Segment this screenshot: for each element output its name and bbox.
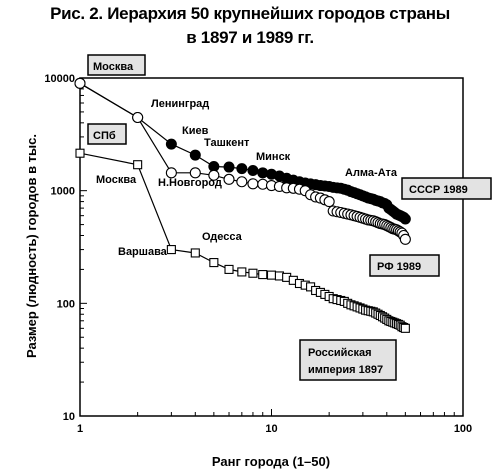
- svg-text:Москва: Москва: [93, 61, 134, 73]
- label-kiev: Киев: [182, 125, 209, 137]
- y-tick-label: 10: [63, 411, 75, 423]
- data-point-square: [209, 258, 219, 268]
- label-warsaw: Варшава: [118, 246, 168, 258]
- data-point-filled: [165, 138, 177, 150]
- title-line-1: Рис. 2. Иерархия 50 крупнейших городов с…: [50, 4, 450, 23]
- legend-ussr-1989: СССР 1989: [401, 177, 492, 200]
- data-point-open: [189, 167, 201, 179]
- series-lines: [79, 82, 406, 329]
- x-tick-label: 100: [454, 423, 472, 435]
- svg-text:империя 1897: империя 1897: [308, 364, 383, 376]
- data-point-filled: [236, 163, 248, 175]
- legend-russian-empire-1897: Российская империя 1897: [299, 339, 397, 381]
- data-point-open: [247, 178, 259, 190]
- annotation-moscow-1989: Москва: [87, 54, 146, 76]
- series-markers: [74, 77, 411, 333]
- data-point-square: [166, 245, 176, 255]
- data-point-open: [223, 173, 235, 185]
- data-point-square: [190, 248, 200, 258]
- data-point-filled: [223, 161, 235, 173]
- label-odessa: Одесса: [202, 231, 243, 243]
- y-tick-label: 100: [57, 298, 75, 310]
- label-minsk: Минск: [256, 151, 291, 163]
- label-leningrad: Ленинград: [151, 98, 209, 110]
- svg-text:РФ 1989: РФ 1989: [377, 261, 421, 273]
- legend-rf-1989: РФ 1989: [369, 254, 440, 277]
- y-tick-label: 10000: [44, 73, 75, 85]
- data-point-open: [132, 111, 144, 124]
- data-point-square: [224, 264, 234, 274]
- data-point-open: [236, 176, 248, 188]
- data-point-open: [323, 196, 335, 208]
- data-point-filled: [247, 165, 259, 177]
- svg-text:Российская: Российская: [308, 347, 372, 359]
- label-n-novgorod: Н.Новгород: [158, 177, 222, 189]
- svg-text:СПб: СПб: [93, 130, 116, 142]
- data-point-open: [165, 167, 177, 179]
- data-point-open: [74, 77, 86, 89]
- data-point-square: [258, 270, 268, 280]
- data-point-square: [237, 267, 247, 277]
- data-point-filled: [189, 149, 201, 161]
- y-axis-label: Размер (людность) городов в тыс.: [24, 134, 39, 358]
- data-point-square: [266, 270, 277, 280]
- x-tick-label: 1: [77, 423, 83, 435]
- data-point-square: [75, 148, 85, 158]
- y-tick-label: 1000: [51, 186, 75, 198]
- data-point-square: [248, 268, 258, 278]
- label-tashkent: Ташкент: [204, 137, 250, 149]
- data-point-open: [399, 233, 411, 245]
- title-line-2: в 1897 и 1989 гг.: [186, 28, 314, 47]
- x-axis-label: Ранг города (1–50): [212, 454, 330, 469]
- annotation-spb-1897: СПб: [87, 123, 127, 145]
- chart-title: Рис. 2. Иерархия 50 крупнейших городов с…: [0, 2, 500, 50]
- data-point-square: [400, 323, 410, 333]
- x-tick-label: 10: [265, 423, 277, 435]
- data-point-open: [208, 169, 220, 181]
- data-point-filled: [399, 213, 411, 225]
- svg-text:СССР 1989: СССР 1989: [409, 184, 468, 196]
- label-moscow-1897: Москва: [96, 174, 137, 186]
- data-point-square: [133, 160, 143, 170]
- label-alma-ata: Алма-Ата: [345, 167, 398, 179]
